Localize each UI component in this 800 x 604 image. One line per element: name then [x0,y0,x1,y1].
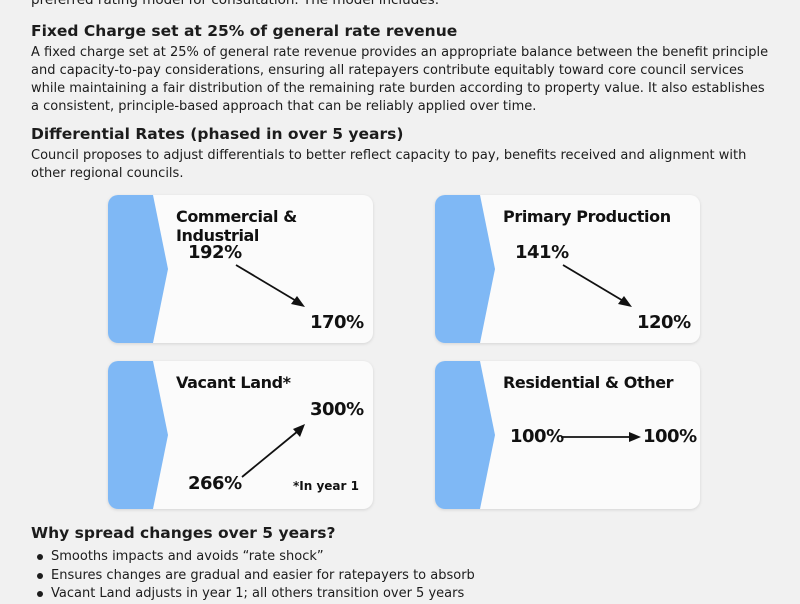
differential-body: Council proposes to adjust differentials… [31,148,747,181]
card-title: Primary Production [503,207,671,226]
rate-to: 170% [310,312,364,333]
card-title: Residential & Other [503,373,674,392]
intro-text: preferred rating model for consultation.… [31,0,440,8]
vacant-land-note: *In year 1 [293,479,359,493]
differential-heading: Differential Rates (phased in over 5 yea… [31,125,404,143]
spread-heading: Why spread changes over 5 years? [31,524,336,542]
fixed-charge-body: A fixed charge set at 25% of general rat… [31,45,769,114]
card-tab-chevron [108,195,168,343]
card-commercial-industrial: Commercial & Industrial 192% 170% [108,195,373,343]
arrow-icon [561,432,641,442]
card-tab-chevron [435,195,495,343]
rate-from: 141% [515,242,569,263]
rate-from: 192% [188,242,242,263]
list-item: Vacant Land adjusts in year 1; all other… [31,585,475,604]
card-title: Commercial & Industrial [176,207,297,245]
card-tab-chevron [435,361,495,509]
rate-to: 120% [637,312,691,333]
rate-to: 300% [310,399,364,420]
card-primary-production: Primary Production 141% 120% [435,195,700,343]
card-tab-chevron [108,361,168,509]
card-title: Vacant Land* [176,373,291,392]
card-residential-other: Residential & Other 100% 100% [435,361,700,509]
rate-from: 100% [510,426,564,447]
arrow-icon [241,424,305,478]
spread-bullet-list: Smooths impacts and avoids “rate shock” … [31,548,475,604]
arrow-icon [235,264,305,307]
list-item: Smooths impacts and avoids “rate shock” [31,548,475,567]
rate-from: 266% [188,473,242,494]
card-vacant-land: Vacant Land* 300% 266% *In year 1 [108,361,373,509]
rate-to: 100% [643,426,697,447]
fixed-charge-heading: Fixed Charge set at 25% of general rate … [31,22,458,40]
arrow-icon [562,264,632,307]
list-item: Ensures changes are gradual and easier f… [31,567,475,586]
